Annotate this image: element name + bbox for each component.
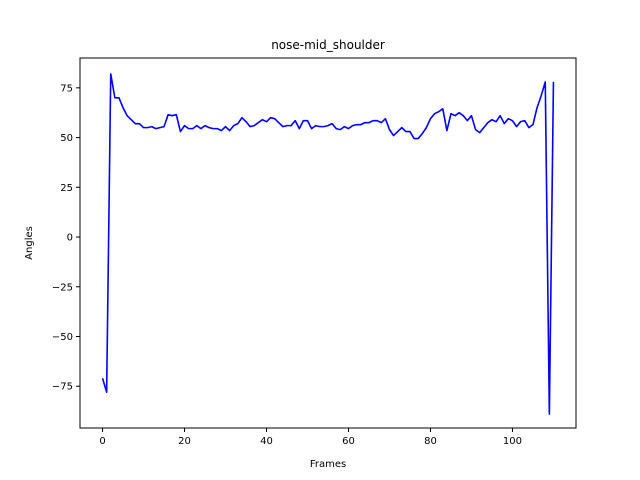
y-tick-label: 0	[67, 233, 73, 244]
y-ticks: −75 −50 −25 0 25 50 75	[52, 83, 80, 393]
x-tick-label: 40	[260, 436, 273, 447]
x-tick-label: 100	[503, 436, 522, 447]
plot-lines	[101, 73, 555, 415]
y-tick-label: 50	[60, 133, 73, 144]
y-tick-label: −25	[52, 282, 73, 293]
x-axis-label: Frames	[310, 459, 346, 470]
x-ticks: 0 20 40 60 80 100	[99, 428, 522, 447]
plot-frame	[79, 57, 577, 429]
x-tick-label: 60	[342, 436, 355, 447]
x-tick-label: 80	[424, 436, 437, 447]
series-line-0	[101, 73, 555, 415]
x-tick-label: 20	[178, 436, 191, 447]
y-tick-label: −75	[52, 382, 73, 393]
y-tick-label: 25	[60, 183, 73, 194]
y-tick-label: −50	[52, 332, 73, 343]
x-tick-label: 0	[99, 436, 105, 447]
y-tick-label: 75	[60, 83, 73, 94]
chart-title: nose-mid_shoulder	[271, 38, 385, 52]
y-axis-label: Angles	[24, 226, 35, 260]
